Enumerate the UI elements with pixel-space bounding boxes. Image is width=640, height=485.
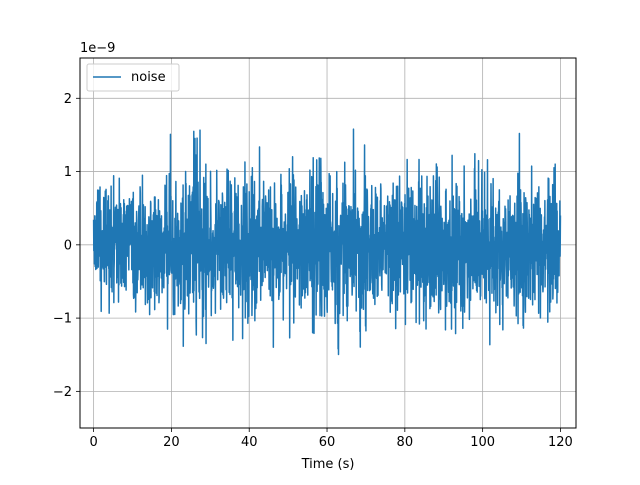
y-tick-label: −2 (53, 385, 72, 400)
x-tick-label: 60 (319, 435, 336, 450)
y-tick-label: 2 (64, 92, 72, 107)
legend: noise (86, 63, 180, 92)
y-tick-label: 0 (64, 238, 72, 253)
legend-label-noise: noise (131, 70, 166, 85)
axis-ticks: 0 20 40 60 80 100 120 −2 −1 0 1 2 (53, 92, 573, 450)
y-tick-label: 1 (64, 165, 72, 180)
x-tick-label: 80 (397, 435, 414, 450)
x-axis-label: Time (s) (301, 457, 355, 472)
x-tick-label: 120 (548, 435, 573, 450)
y-tick-label: −1 (53, 312, 72, 327)
axes-frame (79, 57, 577, 429)
x-tick-label: 100 (470, 435, 495, 450)
x-tick-label: 20 (163, 435, 180, 450)
y-scale-exponent-label: 1e−9 (80, 41, 115, 56)
legend-box (86, 63, 180, 92)
series-line-noise (92, 128, 562, 356)
x-tick-label: 0 (89, 435, 97, 450)
x-tick-label: 40 (241, 435, 258, 450)
series-noise (92, 128, 562, 356)
